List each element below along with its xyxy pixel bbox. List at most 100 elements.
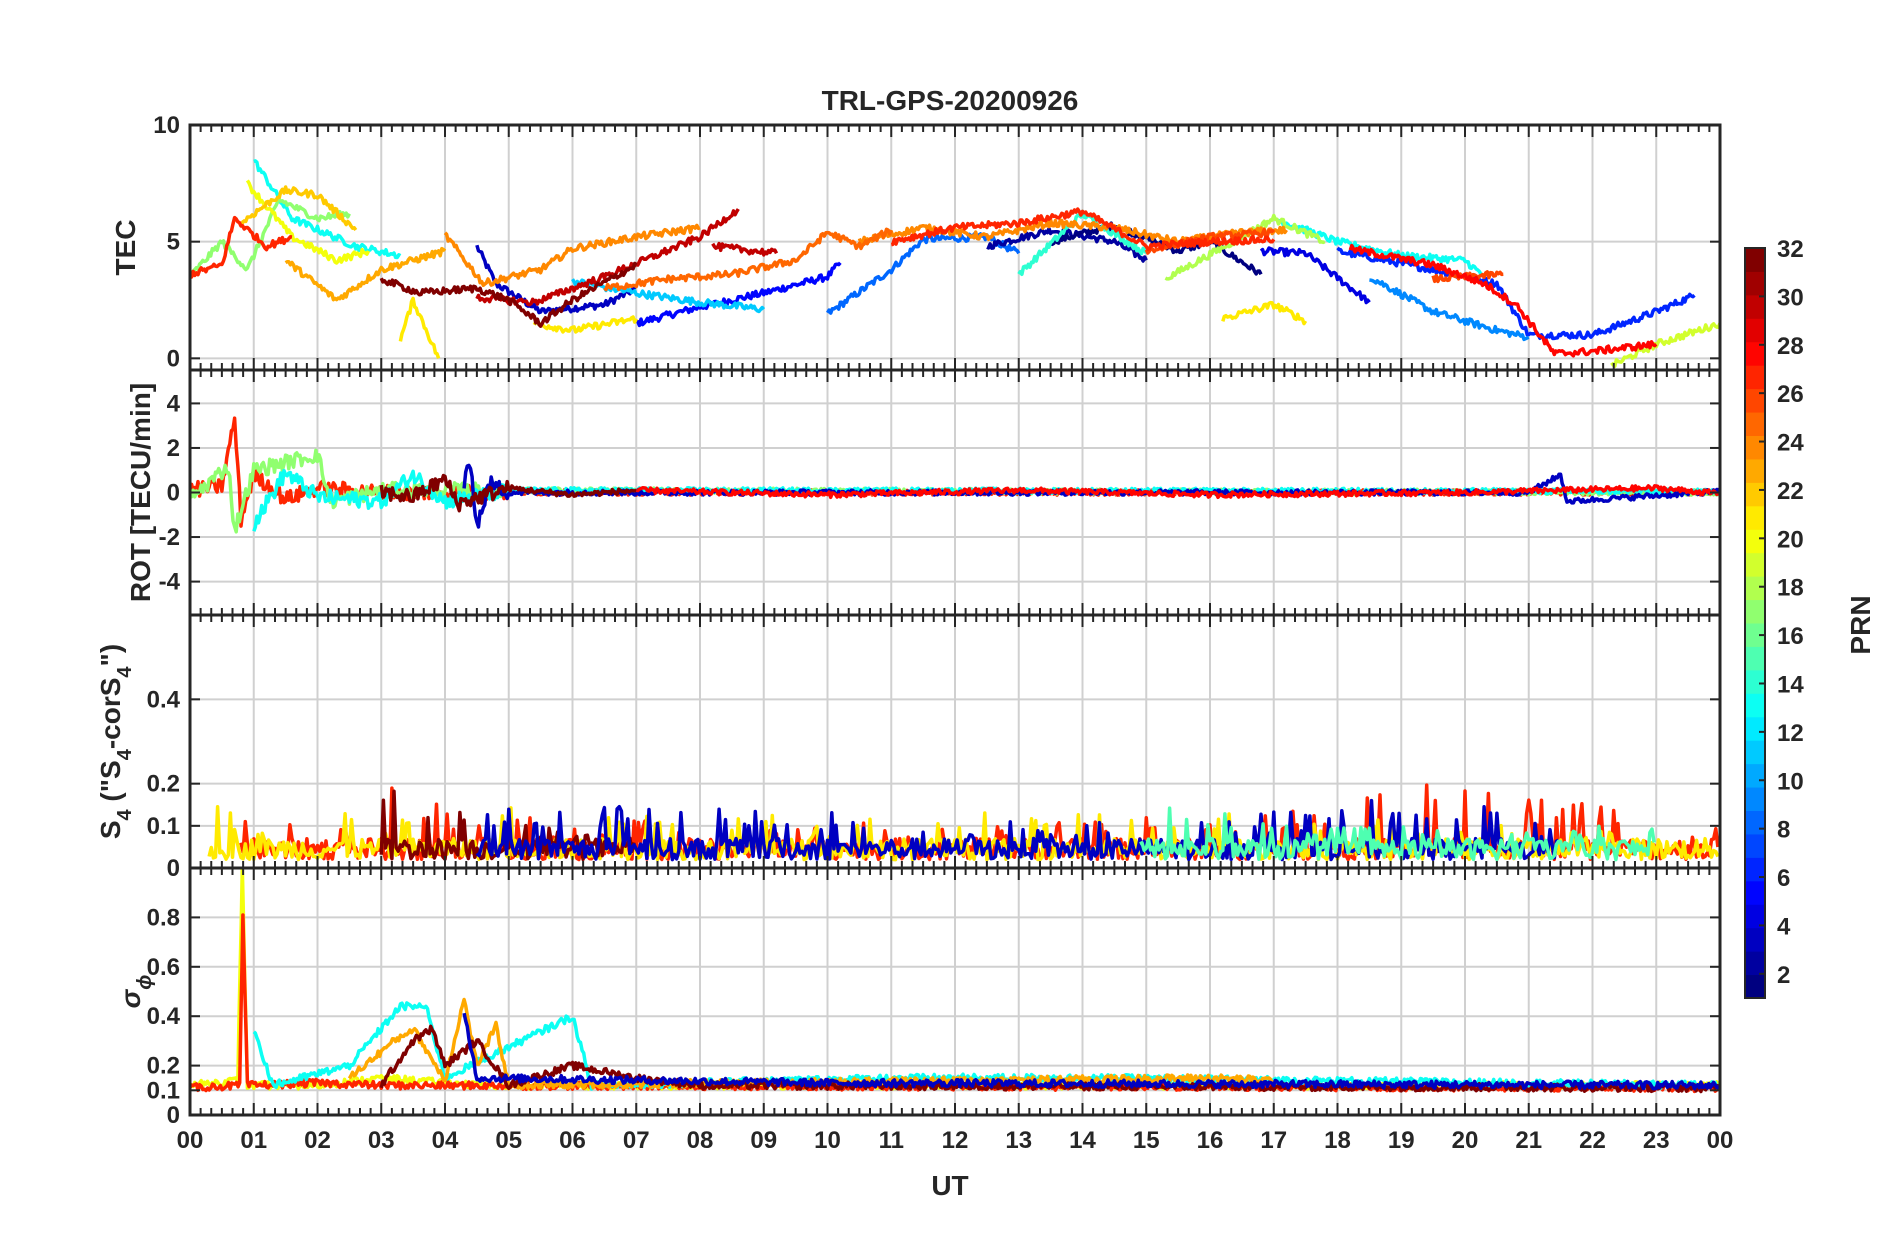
colorbar-frame — [1744, 247, 1766, 999]
tec-panel: 0 5 10 TEC — [110, 112, 1722, 372]
sigma-y-label-main: σ — [115, 988, 146, 1008]
tec-y-tick-label: 5 — [167, 229, 180, 256]
tec-series-prn-21 — [398, 296, 441, 359]
tec-series-prn-30 — [711, 241, 779, 257]
colorbar-swatch — [1745, 857, 1765, 882]
x-tick-label: 00 — [177, 1127, 204, 1154]
s4-y-label-part: 4 — [114, 666, 136, 678]
tec-series-prn-27 — [190, 215, 293, 279]
colorbar-swatch — [1745, 482, 1765, 507]
sigma-y-label-sub: ϕ — [134, 975, 156, 990]
sigma-panel: 00.10.2 0.4 0.6 0.8 σϕ — [115, 866, 1722, 1129]
colorbar-swatch — [1745, 927, 1765, 952]
tec-series-prn-21 — [1221, 300, 1308, 326]
colorbar-swatch — [1745, 318, 1765, 343]
sigma-y-tick-label: 0.4 — [147, 1003, 181, 1030]
tec-series-prn-23 — [284, 246, 447, 302]
chart-title: TRL-GPS-20200926 — [822, 85, 1079, 116]
rot-y-axis-label: ROT [TECU/min] — [125, 383, 156, 602]
tec-series-prn-6 — [1336, 246, 1696, 341]
s4-y-label-part: 4 — [114, 808, 136, 820]
colorbar-swatch — [1745, 716, 1765, 741]
colorbar-tick-label: 28 — [1777, 333, 1804, 360]
s4-y-label-part: 4 — [114, 748, 136, 760]
x-tick-label: 07 — [623, 1127, 650, 1154]
colorbar-swatch — [1745, 810, 1765, 835]
tec-series-prn-1 — [1049, 221, 1263, 276]
colorbar-tick-label: 18 — [1777, 575, 1804, 602]
colorbar-swatch — [1745, 505, 1765, 530]
tec-series-prn-5 — [635, 261, 842, 328]
tec-series-prn-24 — [443, 223, 701, 288]
s4-y-label-part: ("S — [95, 760, 126, 809]
colorbar-swatch — [1745, 833, 1765, 858]
x-tick-label: 23 — [1643, 1127, 1670, 1154]
colorbar-swatch — [1745, 623, 1765, 647]
colorbar-swatch — [1745, 599, 1765, 624]
colorbar-swatch — [1745, 271, 1765, 296]
colorbar-swatch — [1745, 646, 1765, 671]
colorbar-swatch — [1745, 763, 1765, 788]
s4-y-tick-label: 0.1 — [147, 813, 180, 840]
sigma-y-tick-label: 0.2 — [147, 1053, 180, 1080]
x-axis-label: UT — [931, 1170, 968, 1201]
rot-series-prn-32 — [379, 473, 637, 513]
tec-series-prn-11 — [570, 278, 766, 314]
s4-y-label-part: -corS — [95, 678, 126, 750]
colorbar-tick-label: 16 — [1777, 623, 1804, 650]
tec-series-prn-19 — [1610, 322, 1720, 368]
x-tick-label: 16 — [1197, 1127, 1224, 1154]
colorbar-swatch — [1745, 576, 1765, 601]
sigma-y-tick-label: 0.6 — [147, 954, 180, 981]
x-tick-label: 02 — [304, 1127, 331, 1154]
colorbar-tick-label: 32 — [1777, 236, 1804, 263]
rot-series-group — [190, 416, 1720, 534]
tec-y-axis-label: TEC — [110, 220, 141, 276]
tec-series-group — [190, 159, 1720, 368]
colorbar-tick-label: 12 — [1777, 720, 1804, 747]
rot-y-tick-label: -4 — [159, 569, 181, 596]
s4-series-prn-15 — [1139, 806, 1656, 862]
colorbar-tick-label: 6 — [1777, 865, 1790, 892]
colorbar-tick-label: 26 — [1777, 381, 1804, 408]
s4-y-tick-label: 0.4 — [147, 686, 181, 713]
colorbar-swatch — [1745, 880, 1765, 905]
sigma-y-tick-label: 0 — [167, 1102, 180, 1129]
colorbar-swatch — [1745, 294, 1765, 319]
s4-series-group — [207, 783, 1720, 862]
x-tick-label: 12 — [942, 1127, 969, 1154]
rot-y-tick-label: 2 — [167, 435, 180, 462]
s4-y-tick-label: 0 — [167, 855, 180, 882]
colorbar-tick-label: 2 — [1777, 962, 1790, 989]
colorbar-swatch — [1745, 974, 1765, 999]
tec-series-prn-4 — [1259, 246, 1371, 305]
s4-y-axis-label: S4 ("S4-corS4") — [95, 644, 136, 839]
x-tick-label: 10 — [814, 1127, 841, 1154]
colorbar-swatch — [1745, 248, 1765, 272]
colorbar-tick-label: 22 — [1777, 478, 1804, 505]
colorbar-swatch — [1745, 904, 1765, 929]
x-tick-label: 14 — [1069, 1127, 1096, 1154]
colorbar-tick-label: 4 — [1777, 913, 1791, 940]
s4-y-label-part: ") — [95, 644, 126, 667]
tec-series-prn-9 — [1369, 278, 1530, 342]
colorbar-tick-label: 8 — [1777, 817, 1790, 844]
x-tick-label: 17 — [1260, 1127, 1287, 1154]
colorbar-swatch — [1745, 529, 1765, 554]
sigma-series-prn-3 — [462, 1012, 1720, 1091]
tec-y-tick-label: 0 — [167, 345, 180, 372]
s4-y-tick-label: 0.2 — [147, 771, 180, 798]
x-tick-label: 13 — [1005, 1127, 1032, 1154]
tec-series-prn-20 — [245, 179, 371, 265]
colorbar-swatch — [1745, 458, 1765, 483]
rot-series-prn-28 — [635, 484, 1720, 500]
x-tick-label: 21 — [1515, 1127, 1542, 1154]
s4-series-prn-3 — [475, 798, 1560, 862]
colorbar-swatch — [1745, 951, 1765, 976]
colorbar-swatch — [1745, 552, 1765, 577]
colorbar-swatch — [1745, 693, 1765, 718]
colorbar-swatch — [1745, 669, 1765, 694]
